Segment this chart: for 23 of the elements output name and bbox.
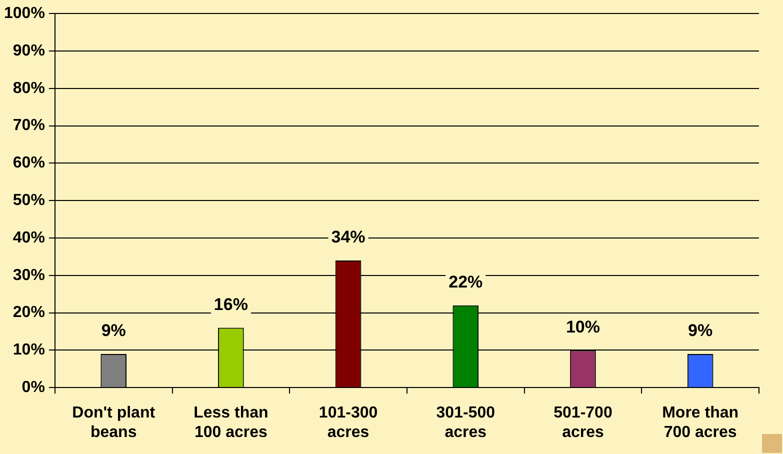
y-tick-label: 10% bbox=[12, 342, 45, 359]
x-tick-label: Don't plant beans bbox=[72, 404, 156, 441]
x-tick-label: 101-300 acres bbox=[318, 404, 378, 441]
y-tick-label: 60% bbox=[12, 154, 45, 172]
data-label: 22% bbox=[448, 272, 483, 292]
data-label: 9% bbox=[101, 321, 126, 340]
y-tick-label: 70% bbox=[12, 117, 45, 134]
y-tick-label: 30% bbox=[12, 266, 45, 284]
x-tick-label: 501-700 acres bbox=[554, 404, 612, 441]
y-tick-label: 80% bbox=[12, 80, 45, 97]
data-label: 34% bbox=[331, 228, 366, 247]
x-tick-label: 301-500 acres bbox=[436, 404, 496, 441]
data-label: 16% bbox=[214, 294, 248, 314]
y-tick-label: 40% bbox=[12, 229, 45, 246]
data-label: 10% bbox=[566, 317, 600, 336]
y-tick-label: 50% bbox=[12, 192, 45, 210]
y-tick-label: 100% bbox=[4, 5, 45, 22]
y-tick-label: 0% bbox=[22, 379, 45, 396]
y-tick-label: 20% bbox=[12, 304, 45, 322]
x-tick-label: Less than 100 acres bbox=[194, 404, 268, 441]
y-tick-label: 90% bbox=[12, 42, 45, 60]
data-label: 9% bbox=[688, 321, 713, 340]
x-tick-label: More than 700 acres bbox=[662, 404, 739, 441]
